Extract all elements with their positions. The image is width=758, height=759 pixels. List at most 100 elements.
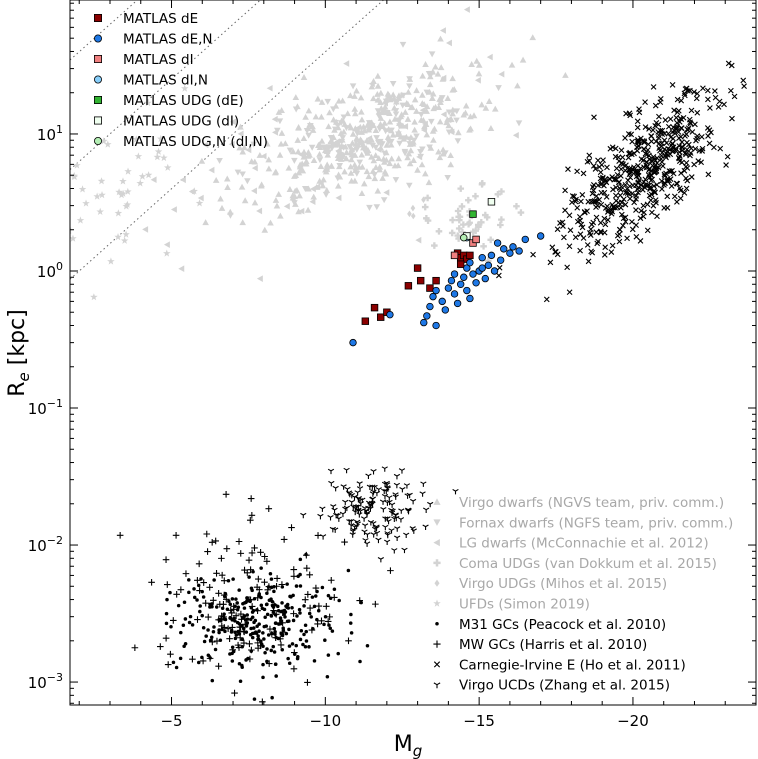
data-point (337, 120, 345, 127)
data-point (359, 600, 363, 605)
series-ufds (70, 84, 204, 301)
data-point (250, 610, 255, 614)
data-point (383, 141, 391, 148)
data-point (238, 183, 246, 190)
legend-matlas: MATLAS dE MATLAS dE,N MATLAS dI MATLAS dI,N… (94, 11, 268, 150)
data-point (419, 91, 426, 98)
data-point (728, 62, 735, 69)
data-point (465, 196, 472, 204)
data-point (296, 655, 300, 659)
data-point (653, 138, 659, 145)
data-point (628, 131, 635, 138)
data-point (343, 125, 350, 132)
data-point (393, 100, 400, 107)
data-point (234, 597, 238, 601)
data-point (358, 128, 365, 135)
data-point (392, 111, 400, 118)
x-axis-label-main: M (394, 732, 413, 757)
data-point (232, 612, 240, 619)
data-point (96, 207, 104, 215)
data-point (645, 172, 652, 178)
data-point (373, 490, 381, 497)
data-point (282, 140, 289, 147)
legend-marker (94, 34, 103, 43)
data-point (343, 149, 350, 156)
data-point (245, 146, 252, 154)
data-point (374, 108, 382, 115)
data-point (251, 187, 257, 195)
data-point (335, 148, 342, 156)
data-point (264, 624, 269, 628)
data-point (685, 141, 692, 148)
data-point (428, 51, 436, 58)
data-point (291, 157, 298, 164)
data-point (675, 154, 682, 161)
matlas-point (469, 210, 477, 218)
data-point (392, 177, 400, 184)
data-point (230, 118, 236, 126)
data-point (373, 135, 380, 142)
data-point (353, 125, 360, 132)
data-point (392, 492, 399, 498)
data-point (478, 101, 486, 108)
data-point (584, 242, 591, 248)
data-point (117, 191, 126, 199)
data-point (242, 601, 247, 605)
data-point (601, 252, 608, 258)
data-point (349, 83, 357, 90)
data-point (383, 488, 390, 495)
data-point (670, 170, 677, 177)
data-point (644, 201, 651, 208)
data-point (247, 495, 255, 502)
data-point (257, 622, 261, 626)
data-point (614, 171, 621, 178)
data-point (324, 618, 332, 625)
matlas-point (466, 294, 474, 303)
data-point (326, 593, 331, 598)
matlas-point (447, 276, 456, 285)
data-point (691, 89, 697, 95)
data-point (353, 135, 361, 141)
data-point (233, 619, 237, 623)
data-point (340, 114, 348, 121)
matlas-point (370, 303, 379, 312)
data-point (624, 235, 630, 242)
data-point (346, 568, 351, 573)
data-point (300, 74, 308, 80)
legend-marker (94, 13, 103, 22)
data-point (318, 98, 326, 105)
data-point (371, 175, 379, 182)
data-point (342, 499, 349, 506)
data-point (427, 501, 434, 508)
data-point (376, 126, 383, 133)
data-point (237, 123, 244, 130)
data-point (419, 72, 426, 79)
data-point (408, 103, 416, 110)
data-point (530, 251, 536, 258)
data-point (229, 624, 236, 631)
data-point (572, 198, 579, 205)
data-point (695, 158, 702, 164)
data-point (172, 532, 180, 539)
data-point (304, 206, 312, 213)
data-point (622, 201, 629, 208)
data-point (474, 221, 482, 229)
data-point (614, 232, 621, 239)
data-point (287, 627, 291, 632)
data-point (355, 496, 362, 502)
data-point (334, 138, 341, 145)
data-point (633, 182, 639, 189)
data-point (377, 99, 384, 105)
data-point (610, 204, 617, 211)
data-point (654, 213, 660, 220)
data-point (404, 507, 412, 514)
y-tick-label: 10−2 (28, 534, 63, 555)
data-point (633, 193, 640, 199)
matlas-point (429, 292, 437, 301)
data-point (123, 200, 132, 208)
data-point (351, 177, 359, 184)
data-point (275, 108, 283, 115)
data-point (678, 97, 685, 104)
data-point (388, 138, 395, 145)
data-point (276, 608, 281, 613)
